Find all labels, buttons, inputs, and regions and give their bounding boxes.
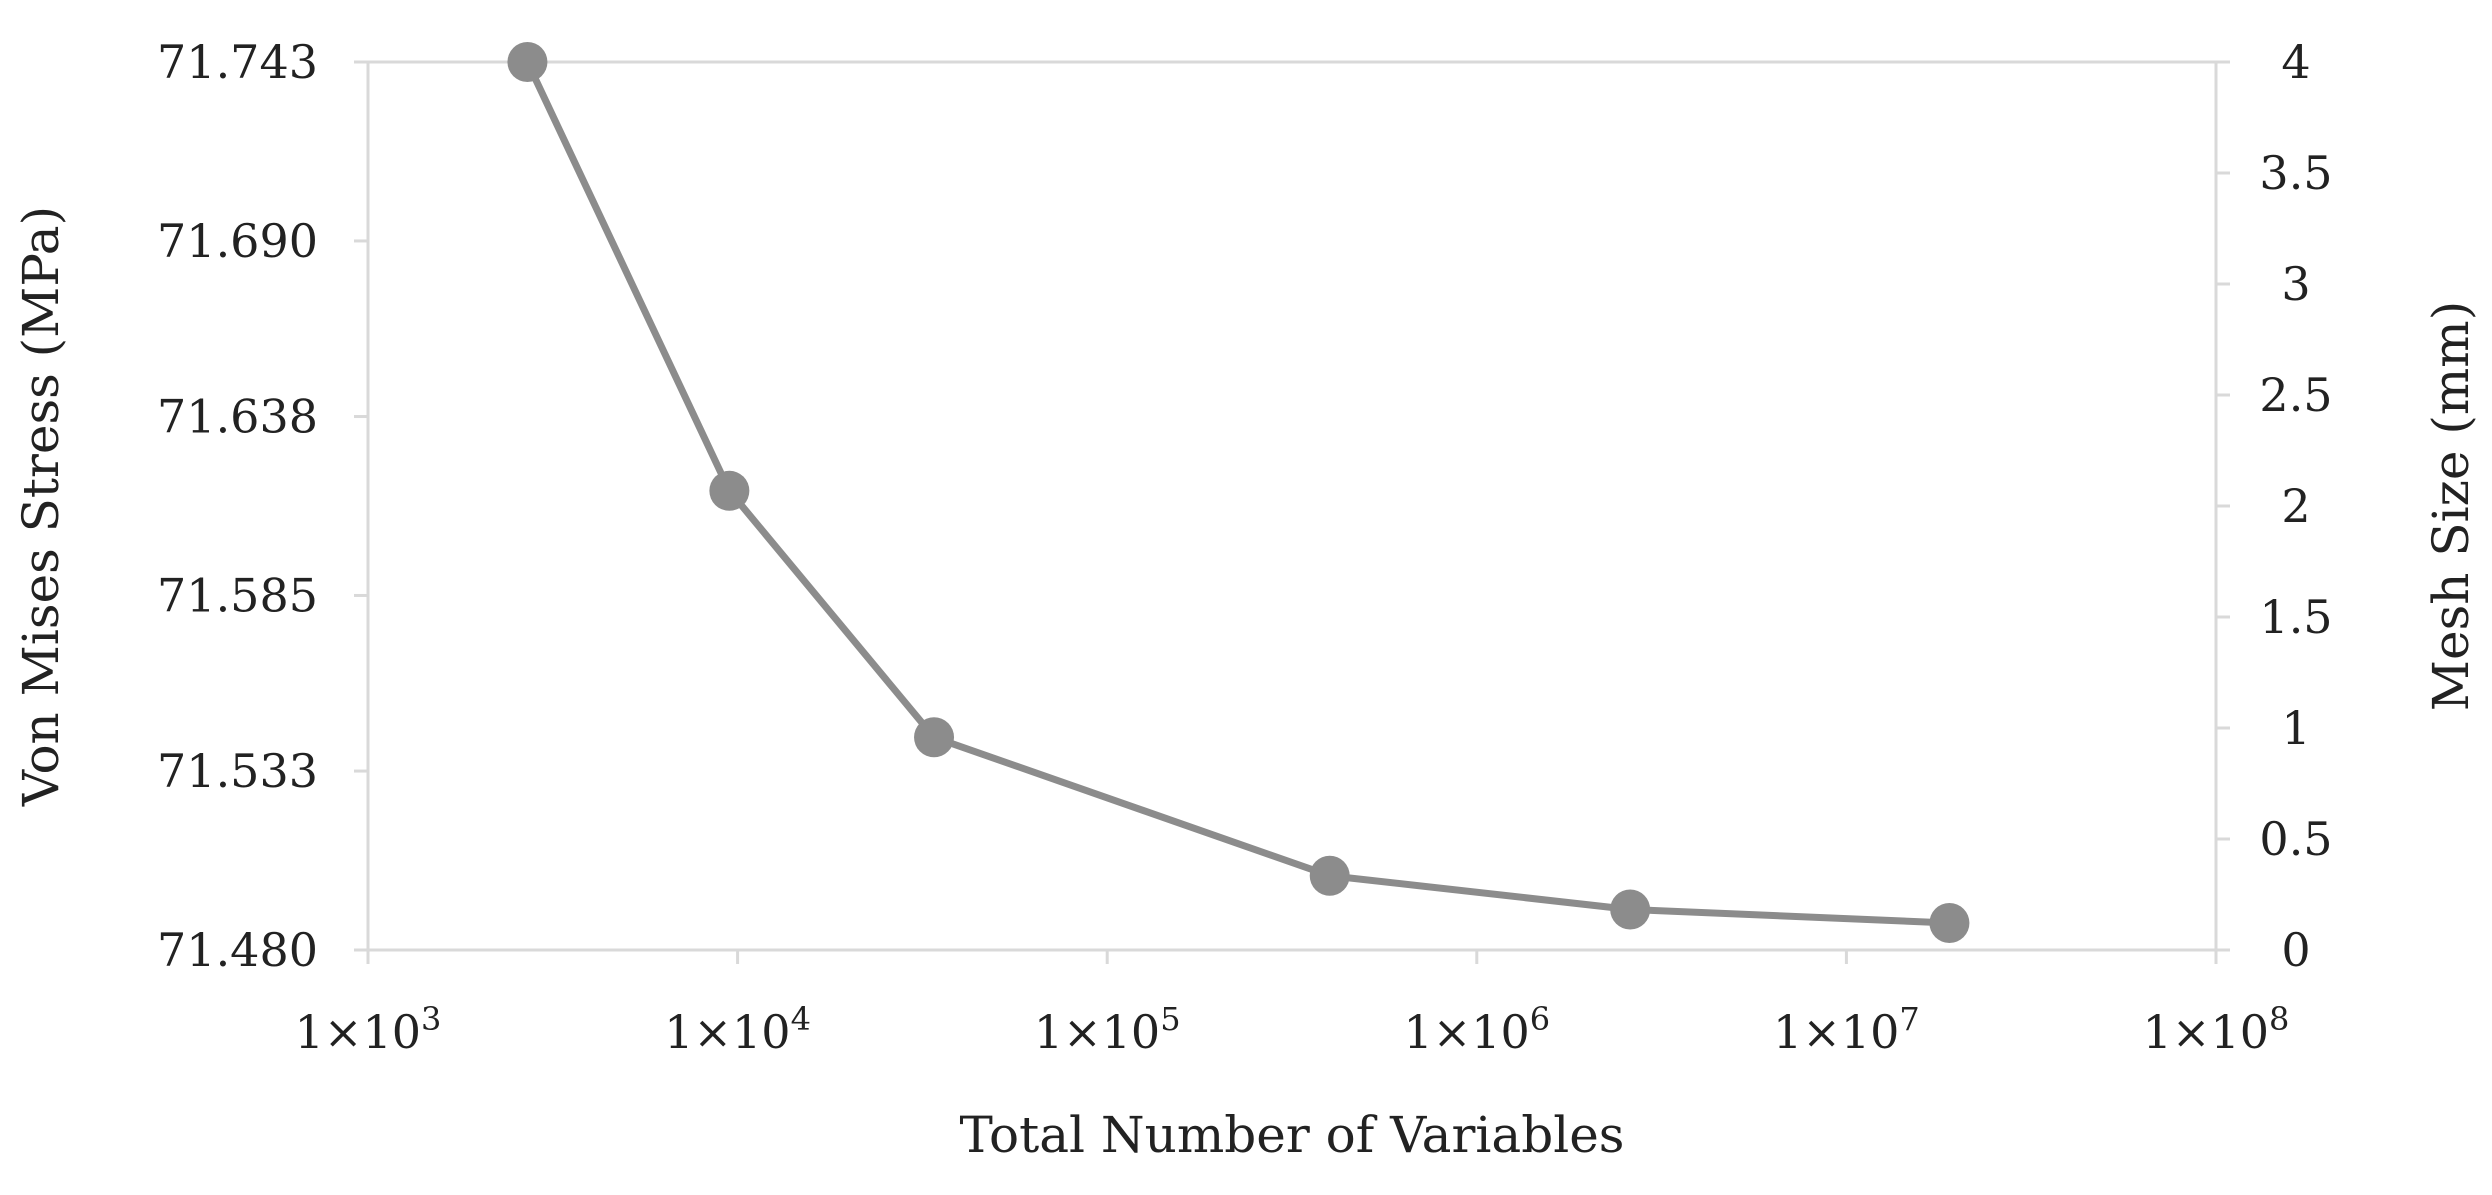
y-tick-label: 71.480 — [157, 923, 318, 977]
x-axis-title: Total Number of Variables — [960, 1106, 1625, 1164]
y2-tick-label: 4 — [2281, 35, 2310, 89]
data-point — [507, 42, 548, 82]
x-tick-label: 1×105 — [1034, 1000, 1181, 1059]
data-point — [709, 470, 750, 511]
y2-tick-label: 1.5 — [2259, 590, 2332, 644]
y2-tick-label: 3 — [2281, 257, 2310, 311]
y-tick-label: 71.638 — [157, 390, 318, 444]
y2-tick-label: 1 — [2281, 701, 2310, 755]
y2-tick-label: 2 — [2281, 479, 2310, 533]
plot-frame — [366, 60, 2218, 952]
x-tick-label: 1×106 — [1403, 1000, 1550, 1059]
y2-tick-label: 2.5 — [2259, 368, 2332, 422]
y-tick-label: 71.585 — [157, 568, 318, 622]
data-point — [1610, 889, 1651, 930]
x-tick-label: 1×108 — [2143, 1000, 2290, 1059]
y2-tick-label: 0 — [2281, 923, 2310, 977]
y2-tick-label: 0.5 — [2259, 812, 2332, 866]
series-group — [507, 42, 1970, 943]
data-point — [1929, 902, 1970, 943]
y-tick-label: 71.690 — [157, 214, 318, 268]
y-axis-ticks: 71.480 71.533 71.585 71.638 71.690 71.743 — [157, 35, 368, 977]
y2-axis-title: Mesh Size (mm) — [2422, 301, 2480, 711]
x-tick-label: 1×104 — [664, 1000, 811, 1059]
data-point — [1309, 855, 1350, 896]
x-tick-label: 1×103 — [295, 1000, 442, 1059]
y-tick-label: 71.743 — [157, 35, 318, 89]
series-line — [524, 60, 1950, 927]
y-axis-title: Von Mises Stress (MPa) — [12, 206, 70, 807]
x-axis-ticks: 1×103 1×104 1×105 1×106 1×107 1×108 — [295, 950, 2290, 1059]
data-point — [914, 717, 955, 758]
y2-axis-ticks: 0 0.5 1 1.5 2 2.5 3 3.5 4 — [2216, 35, 2333, 977]
y-tick-label: 71.533 — [157, 744, 318, 798]
y2-tick-label: 3.5 — [2259, 146, 2332, 200]
x-tick-label: 1×107 — [1773, 1000, 1920, 1059]
